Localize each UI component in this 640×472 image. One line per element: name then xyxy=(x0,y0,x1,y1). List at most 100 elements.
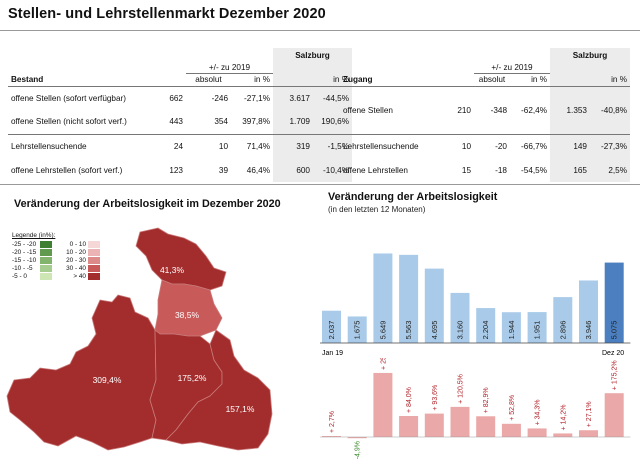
bar-pct xyxy=(476,416,496,437)
bar-pct-label: + 93,6% xyxy=(432,385,439,411)
legend-neg-label: -10 - -5 xyxy=(12,265,33,272)
legend-pos-label: 0 - 10 xyxy=(69,241,86,248)
bestand-col-region-pct: in % xyxy=(313,73,352,86)
row-value: 443 xyxy=(169,117,183,127)
map-region-north xyxy=(135,227,227,291)
row-region: 1.353 xyxy=(550,85,590,134)
bar-pct xyxy=(553,433,573,437)
page-title: Stellen- und Lehrstellenmarkt Dezember 2… xyxy=(8,6,326,22)
legend-pos-label: > 40 xyxy=(73,273,86,280)
legend-pos-swatch xyxy=(88,257,100,264)
bar-pct xyxy=(450,406,470,437)
bar-abs xyxy=(450,292,470,343)
legend-neg-swatch xyxy=(40,273,52,280)
bar-pct xyxy=(424,413,444,437)
row-value: 123 xyxy=(169,165,183,175)
table-row: offene Stellen 210 -348 -62,4% 1.353 -40… xyxy=(340,85,630,134)
table-row: offene Lehrstellen (sofort verf.) 123 39… xyxy=(8,158,352,182)
bar-abs xyxy=(322,310,341,343)
zugang-section-label: Zugang xyxy=(343,74,373,84)
bar-pct xyxy=(501,423,521,437)
legend-neg-swatch xyxy=(40,257,52,264)
bar-abs xyxy=(373,253,393,343)
bestand-table: Salzburg +/- zu 2019 Bestand absolut in … xyxy=(8,48,352,182)
bestand-col-absolut: absolut xyxy=(195,75,222,84)
bar-abs-label: 2.037 xyxy=(327,321,336,340)
legend-pos-label: 30 - 40 xyxy=(66,265,86,272)
bar-pct xyxy=(579,430,598,437)
bar-abs-label: 3.946 xyxy=(584,321,593,340)
chart-title: Veränderung der Arbeitslosigkeit xyxy=(328,191,498,203)
row-label: offene Lehrstellen xyxy=(343,165,408,175)
row-abs: 10 xyxy=(186,133,231,158)
map-label-north: 41,3% xyxy=(160,265,185,275)
bar-pct-label: + 52,8% xyxy=(509,395,516,421)
bar-abs-label: 1.944 xyxy=(507,321,516,340)
row-region: 600 xyxy=(273,158,313,182)
map-label-center: 38,5% xyxy=(175,310,200,320)
row-value: 210 xyxy=(450,85,474,134)
bar-pct-label: + 256,2% xyxy=(380,358,387,370)
row-region: 165 xyxy=(550,158,590,182)
bar-pct-label: + 2,7% xyxy=(329,411,336,433)
bar-pct-label: + 34,3% xyxy=(535,400,542,426)
section-divider xyxy=(0,184,640,185)
district-map: 41,3% 38,5% 309,4% 175,2% 157,1% xyxy=(6,227,273,451)
bar-pct xyxy=(527,428,547,437)
legend-neg-label: -25 - -20 xyxy=(12,241,37,248)
row-label: Lehrstellensuchende xyxy=(340,133,450,158)
bar-abs-label: 5.075 xyxy=(610,321,619,340)
bar-abs xyxy=(527,312,547,343)
bar-abs xyxy=(579,280,598,343)
legend-pos-label: 20 - 30 xyxy=(66,257,86,264)
bar-pct-label: -4,9% xyxy=(355,441,362,459)
row-region-pct: -27,3% xyxy=(590,133,630,158)
bar-pct xyxy=(347,437,367,439)
row-region: 319 xyxy=(273,133,313,158)
bar-pct-label: + 84,0% xyxy=(406,387,413,413)
row-pct: 71,4% xyxy=(231,133,273,158)
bar-abs xyxy=(347,316,367,343)
row-label: offene Stellen xyxy=(340,85,450,134)
zugang-table: Salzburg +/- zu 2019 Zugang absolut in %… xyxy=(340,48,630,182)
row-value: 15 xyxy=(461,165,471,175)
bar-pct xyxy=(604,393,624,437)
bestand-col-inpct: in % xyxy=(254,75,270,84)
table-row: offene Lehrstellen 15 -18 -54,5% 165 2,5… xyxy=(340,158,630,182)
row-abs: -18 xyxy=(495,165,507,175)
row-pct: 397,8% xyxy=(242,117,270,127)
legend-pos-swatch xyxy=(88,241,100,248)
row-pct: -27,1% xyxy=(231,85,273,110)
bar-abs xyxy=(501,312,521,343)
row-label: offene Stellen (sofort verfügbar) xyxy=(8,85,161,110)
row-abs: -246 xyxy=(186,85,231,110)
bar-abs xyxy=(604,262,624,343)
bar-abs-label: 2.204 xyxy=(481,321,490,340)
table-row: offene Stellen (nicht sofort verf.) 443 … xyxy=(8,110,352,134)
row-region-pct: -10,4% xyxy=(313,158,352,182)
bar-abs xyxy=(553,297,573,343)
bar-abs-label: 4.695 xyxy=(430,321,439,340)
map-region-west xyxy=(6,294,157,451)
legend-neg-label: -15 - -10 xyxy=(12,257,37,264)
zugang-group-header: +/- zu 2019 xyxy=(474,62,550,74)
bar-pct-label: + 120,5% xyxy=(458,374,465,404)
legend-grid: -25 - -20 0 - 10 -20 - -15 10 - 20 -15 - -10… xyxy=(12,241,100,280)
row-value: 662 xyxy=(161,85,186,110)
bar-abs-label: 1.951 xyxy=(533,321,542,340)
row-region: 149 xyxy=(550,133,590,158)
chart-subtitle: (in den letzten 12 Monaten) xyxy=(328,205,426,214)
legend-pos-swatch xyxy=(88,273,100,280)
legend-neg-label: -5 - 0 xyxy=(12,273,27,280)
bar-pct xyxy=(399,416,419,437)
percent-bar-chart: + 2,7% -4,9% + 256,2% + 84,0% + 93,6% + 120,5… xyxy=(320,358,631,459)
legend-pos-label: 10 - 20 xyxy=(66,249,86,256)
row-pct: 46,4% xyxy=(246,165,270,175)
bar-pct xyxy=(322,436,341,437)
map-region-center xyxy=(154,279,223,337)
row-region-pct: -40,8% xyxy=(590,85,630,134)
bar-pct-label: + 27,1% xyxy=(586,401,593,427)
legend-pos-swatch xyxy=(88,265,100,272)
bar-abs xyxy=(476,308,496,343)
row-abs: -20 xyxy=(474,133,510,158)
